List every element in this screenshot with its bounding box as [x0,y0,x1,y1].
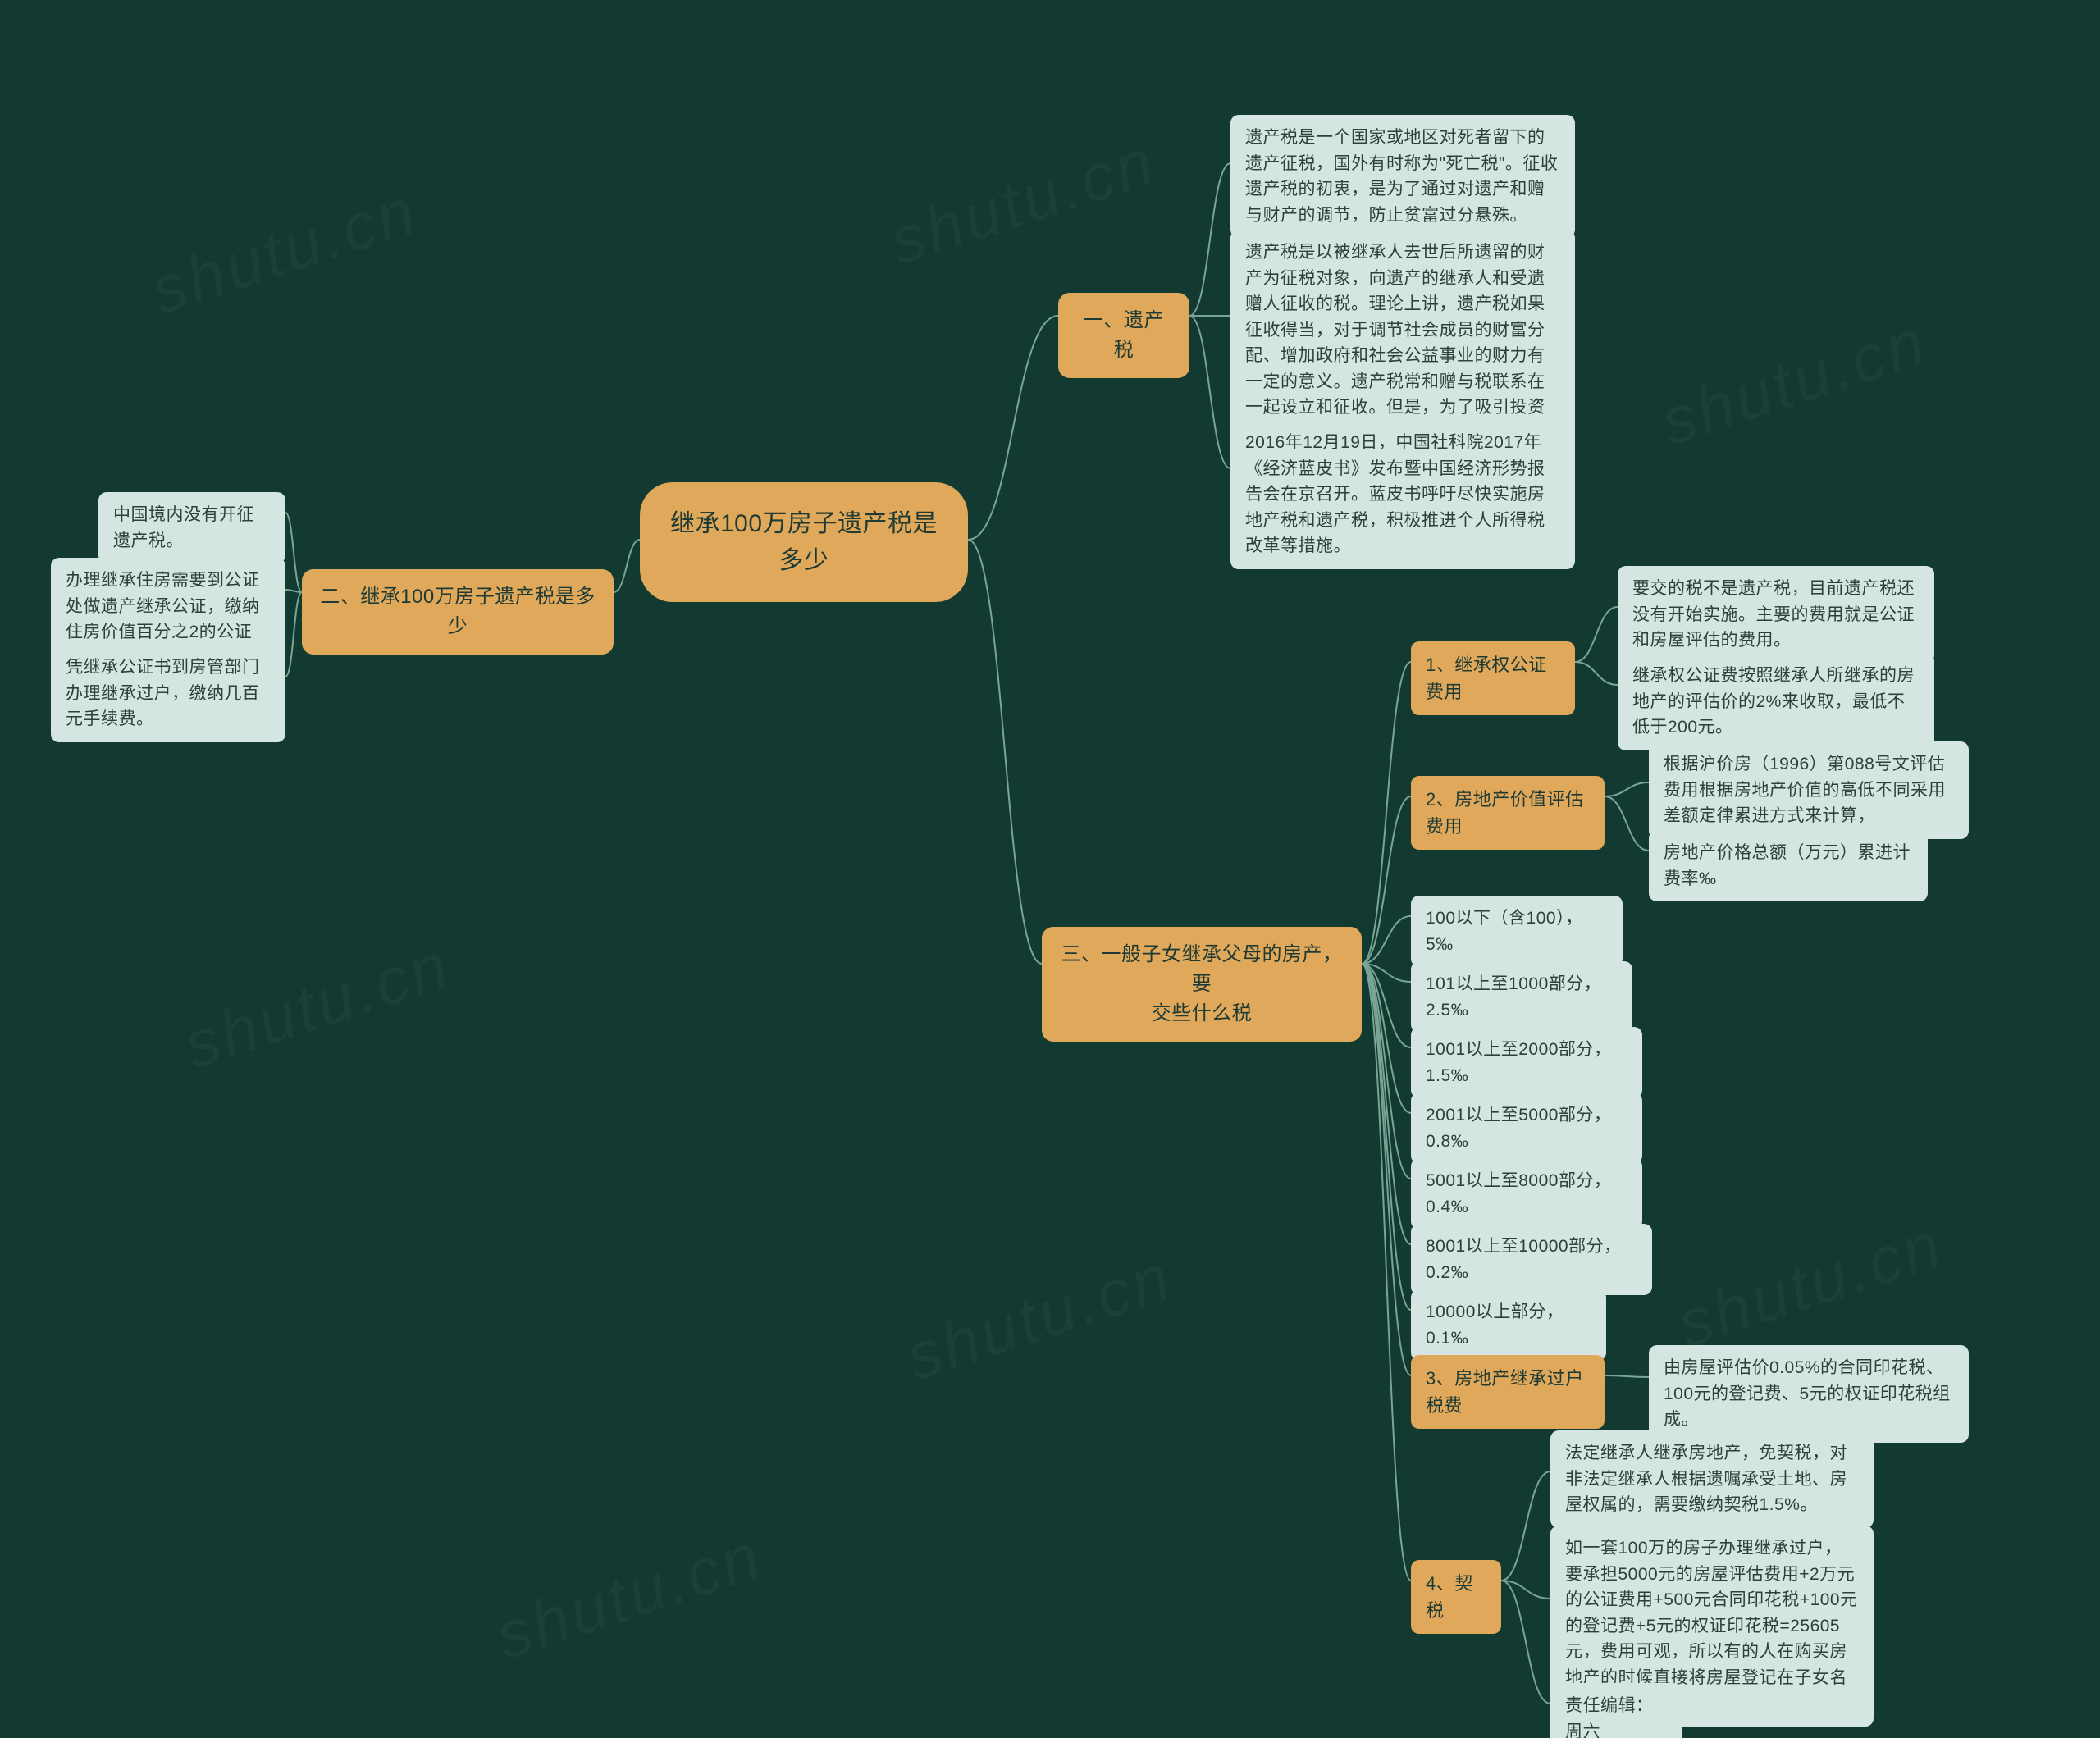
leaf-node: 继承权公证费按照继承人所继承的房地产的评估价的2%来收取，最低不低于200元。 [1618,653,1934,750]
connector [1362,964,1411,1375]
leaf-node: 要交的税不是遗产税，目前遗产税还没有开始实施。主要的费用就是公证和房屋评估的费用… [1618,566,1934,664]
branch-node: 三、一般子女继承父母的房产，要交些什么税 [1042,927,1362,1042]
watermark: shutu.cn [143,173,427,330]
leaf-node: 2016年12月19日，中国社科院2017年《经济蓝皮书》发布暨中国经济形势报告… [1230,420,1575,569]
connector [1501,1471,1550,1581]
connector [1362,796,1411,964]
connector [1362,964,1411,982]
connector [285,590,302,592]
connector [968,540,1042,964]
connector [285,513,302,592]
leaf-node: 法定继承人继承房地产，免契税，对非法定继承人根据遗嘱承受土地、房屋权属的，需要缴… [1550,1430,1874,1528]
connector [1189,163,1230,316]
leaf-node: 根据沪价房（1996）第088号文评估费用根据房地产价值的高低不同采用差额定律累… [1649,741,1969,839]
connector [1362,964,1411,1310]
watermark: shutu.cn [487,1518,771,1675]
leaf-node: 8001以上至10000部分，0.2‰ [1411,1224,1652,1295]
leaf-node: 责任编辑：周六 [1550,1683,1682,1738]
connector [1362,662,1411,964]
watermark: shutu.cn [897,1239,1181,1396]
sub-node: 3、房地产继承过户税费 [1411,1355,1605,1429]
leaf-node: 1001以上至2000部分，1.5‰ [1411,1027,1642,1098]
connector [1605,782,1649,796]
watermark: shutu.cn [1669,1207,1952,1363]
connector [1501,1581,1550,1599]
connector [1362,964,1411,1581]
connector [1362,964,1411,1179]
sub-node: 2、房地产价值评估费用 [1411,776,1605,850]
leaf-node: 100以下（含100），5‰ [1411,896,1623,967]
connector [1605,1375,1649,1377]
sub-node: 1、继承权公证费用 [1411,641,1575,715]
branch-node: 一、遗产税 [1058,293,1189,378]
leaf-node: 5001以上至8000部分，0.4‰ [1411,1158,1642,1229]
connector [1605,796,1649,851]
connector [1362,964,1411,1047]
leaf-node: 凭继承公证书到房管部门办理继承过户，缴纳几百元手续费。 [51,645,285,742]
connector [1362,964,1411,1113]
leaf-node: 房地产价格总额（万元）累进计费率‰ [1649,830,1928,901]
connector [285,592,302,677]
sub-node: 4、契税 [1411,1560,1501,1634]
leaf-node: 101以上至1000部分，2.5‰ [1411,961,1632,1033]
watermark: shutu.cn [1652,304,1936,461]
leaf-node: 10000以上部分，0.1‰ [1411,1289,1606,1361]
mindmap-stage: 继承100万房子遗产税是多少 一、遗产税遗产税是一个国家或地区对死者留下的遗产征税… [0,0,2100,1738]
watermark: shutu.cn [881,124,1165,281]
leaf-node: 遗产税是一个国家或地区对死者留下的遗产征税，国外有时称为"死亡税"。征收遗产税的… [1230,115,1575,238]
connector [614,540,640,592]
connector [1362,964,1411,1244]
connector [968,316,1058,540]
watermark: shutu.cn [176,928,459,1084]
root-node: 继承100万房子遗产税是多少 [640,482,968,602]
connector [1501,1581,1550,1704]
leaf-node: 中国境内没有开征遗产税。 [98,492,285,563]
connector [1189,316,1230,468]
connector [1575,607,1618,662]
connector [1362,916,1411,964]
leaf-node: 由房屋评估价0.05%的合同印花税、100元的登记费、5元的权证印花税组成。 [1649,1345,1969,1443]
connector [1575,662,1618,685]
leaf-node: 2001以上至5000部分，0.8‰ [1411,1093,1642,1164]
branch-node: 二、继承100万房子遗产税是多少 [302,569,614,655]
